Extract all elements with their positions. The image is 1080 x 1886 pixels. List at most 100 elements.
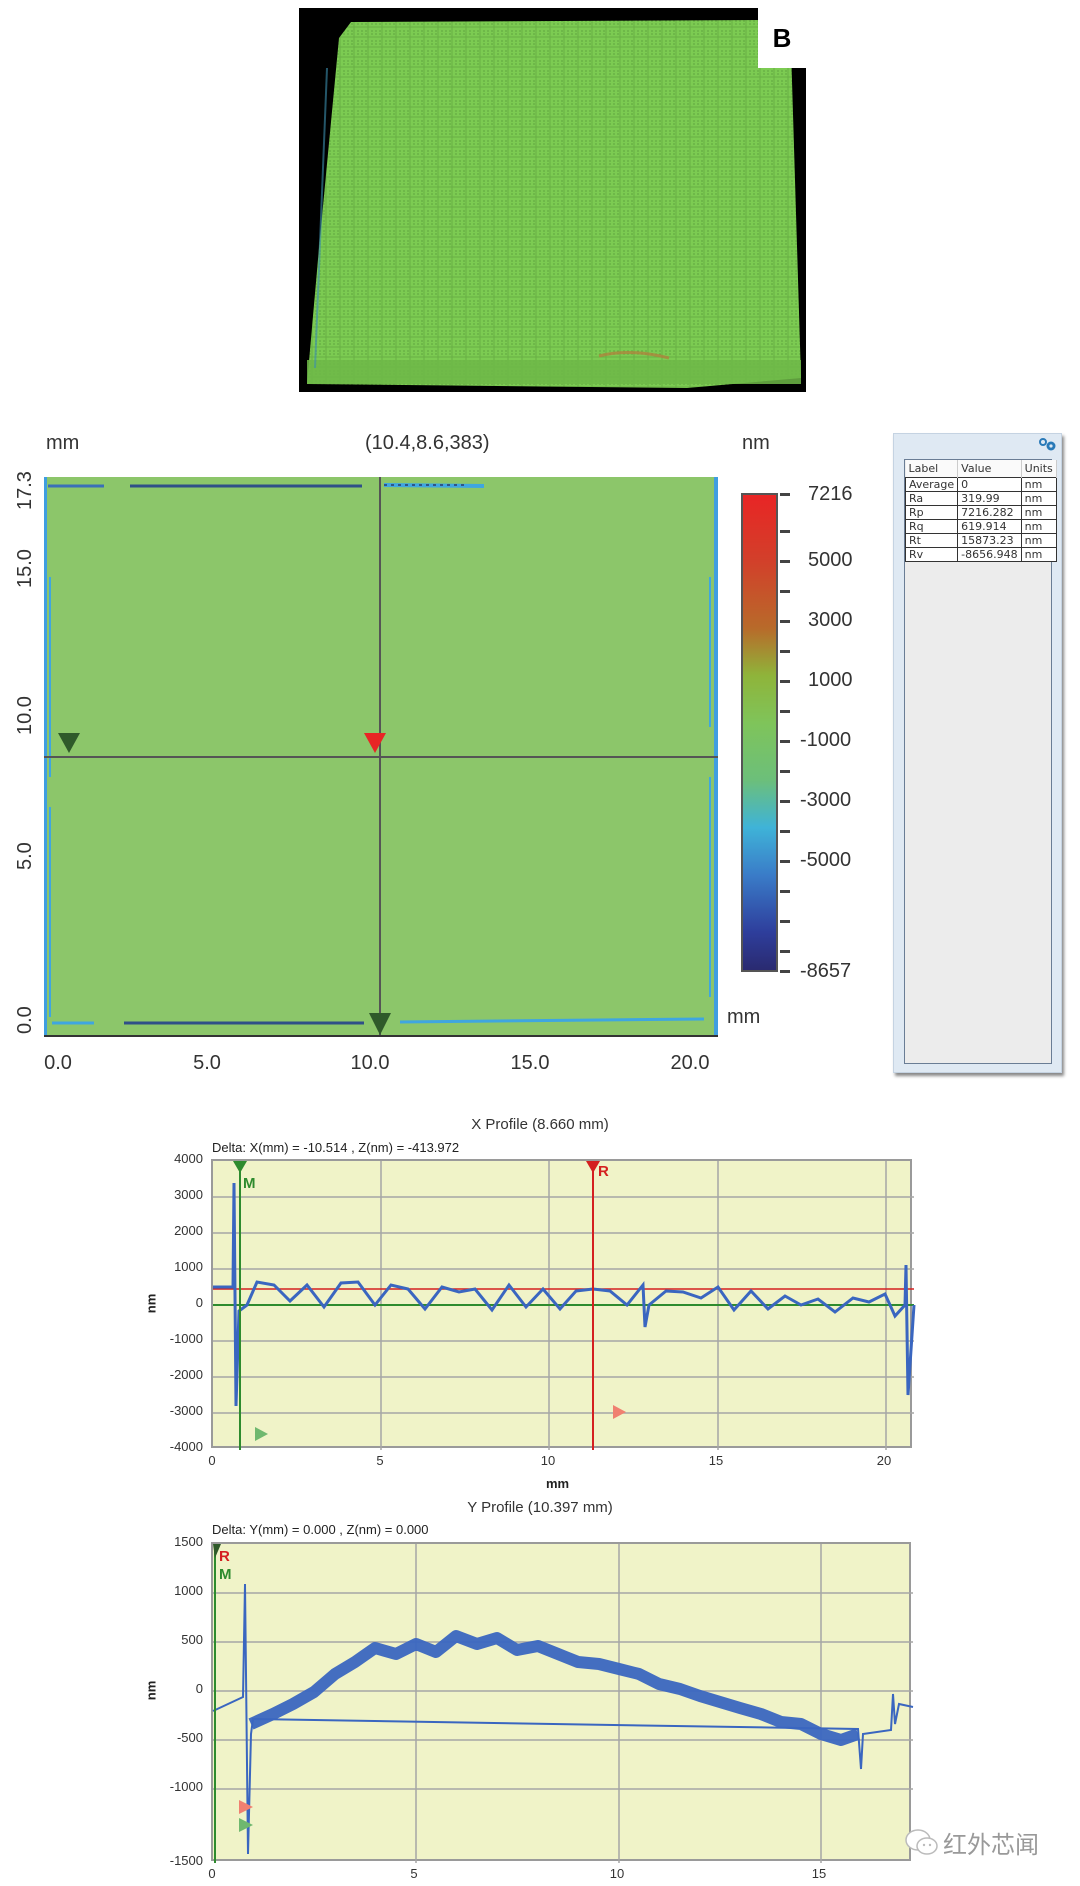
- stat-value: 0: [957, 477, 1022, 492]
- x-profile-ytick: 1000: [174, 1259, 203, 1274]
- x-profile-ytick: 0: [195, 1295, 203, 1310]
- stat-value: 15873.23: [957, 533, 1022, 548]
- surface-3d-render: B: [299, 8, 806, 392]
- heatmap-xtick: 20.0: [670, 1052, 710, 1074]
- x-profile-ytick: -1000: [169, 1331, 203, 1346]
- x-profile-xtick: 0: [208, 1453, 216, 1468]
- marker-m-label: M: [219, 1566, 232, 1583]
- marker-r-triangle: [586, 1161, 600, 1173]
- marker-m-triangle: [233, 1161, 247, 1173]
- column-header-units[interactable]: Units: [1021, 460, 1057, 478]
- colorbar-label: -8657: [800, 960, 852, 982]
- y-profile-title: Y Profile (10.397 mm): [467, 1499, 613, 1516]
- heatmap-x-axis: [44, 1035, 718, 1037]
- marker-r-handle: [613, 1405, 626, 1419]
- stats-table: Label Value Units Average 0 nm Ra 319.99 nm …: [904, 460, 1057, 562]
- y-profile-plot[interactable]: R M: [211, 1542, 914, 1863]
- stat-units: nm: [1020, 505, 1057, 520]
- height-map[interactable]: [44, 477, 718, 1035]
- table-row[interactable]: Rq 619.914 nm: [904, 519, 1057, 534]
- x-profile-xtick: 20: [876, 1453, 892, 1468]
- heatmap-ytick: 17.3: [14, 471, 36, 510]
- heatmap-xtick: 5.0: [193, 1052, 221, 1074]
- colorbar-label: -5000: [800, 849, 852, 871]
- height-map-surface: [44, 477, 718, 1035]
- x-profile-ytick: -2000: [169, 1367, 203, 1382]
- table-row[interactable]: Rv -8656.948 nm: [904, 547, 1057, 562]
- gear-icon[interactable]: [1038, 437, 1058, 453]
- x-profile-ytick: 4000: [174, 1151, 203, 1166]
- x-profile-delta: Delta: X(mm) = -10.514 , Z(nm) = -413.97…: [212, 1140, 460, 1155]
- heatmap-ytick: 0.0: [14, 1006, 36, 1034]
- x-profile-ytick: -4000: [169, 1439, 203, 1454]
- marker-m-triangle: [58, 733, 80, 753]
- stat-value: 7216.282: [957, 505, 1022, 520]
- stats-table-container: Label Value Units Average 0 nm Ra 319.99 nm …: [904, 459, 1057, 1064]
- stat-label: Rp: [904, 505, 959, 520]
- colorbar-label: 3000: [808, 609, 853, 631]
- heatmap-z-unit: nm: [742, 432, 770, 454]
- y-profile-xtick: 10: [609, 1866, 625, 1881]
- y-profile-ytick: 1500: [174, 1534, 203, 1549]
- heatmap-x-unit: mm: [727, 1006, 761, 1028]
- marker-m-handle: [239, 1818, 253, 1832]
- y-profile-ytick: 1000: [174, 1583, 203, 1598]
- heatmap-xtick: 10.0: [350, 1052, 390, 1074]
- heatmap-xtick: 15.0: [510, 1052, 550, 1074]
- stat-label: Rq: [904, 519, 959, 534]
- heatmap-ytick: 5.0: [14, 842, 36, 870]
- y-profile-xtick: 5: [410, 1866, 418, 1881]
- stat-units: nm: [1020, 547, 1057, 562]
- x-profile-xtick: 5: [376, 1453, 384, 1468]
- heatmap-y-unit: mm: [46, 432, 80, 454]
- marker-r-label: R: [219, 1548, 230, 1565]
- chat-bubble-icon: [905, 1828, 938, 1855]
- x-profile-ytick: 3000: [174, 1187, 203, 1202]
- table-row[interactable]: Rp 7216.282 nm: [904, 505, 1057, 520]
- column-header-label[interactable]: Label: [905, 460, 959, 478]
- heatmap-ytick: 15.0: [14, 549, 36, 588]
- x-profile-ylabel: nm: [143, 1293, 159, 1314]
- x-profile-xtick: 10: [540, 1453, 556, 1468]
- y-profile-band: [248, 1630, 860, 1746]
- stat-label: Average: [904, 477, 959, 492]
- y-profile-svg: [212, 1544, 914, 1863]
- marker-r-handle: [239, 1800, 253, 1814]
- table-row[interactable]: Average 0 nm: [904, 477, 1057, 492]
- y-profile-xtick: 0: [208, 1866, 216, 1881]
- colorbar-label: -1000: [800, 729, 852, 751]
- stat-value: 319.99: [957, 491, 1022, 506]
- colorbar-label: 1000: [808, 669, 853, 691]
- cursor-readout: (10.4,8.6,383): [365, 432, 490, 454]
- stat-units: nm: [1020, 519, 1057, 534]
- stat-units: nm: [1020, 477, 1057, 492]
- colorbar-label: -3000: [800, 789, 852, 811]
- roughness-stats-panel: Label Value Units Average 0 nm Ra 319.99 nm …: [893, 433, 1062, 1073]
- stat-units: nm: [1020, 491, 1057, 506]
- colorbar-label: 5000: [808, 549, 853, 571]
- table-row[interactable]: Ra 319.99 nm: [904, 491, 1057, 506]
- y-profile-ytick: 500: [181, 1632, 203, 1647]
- x-profile-plot[interactable]: M R: [211, 1159, 916, 1450]
- x-profile-title: X Profile (8.660 mm): [471, 1116, 609, 1133]
- watermark: 红外芯闻: [905, 1825, 1039, 1860]
- x-profile-ytick: 2000: [174, 1223, 203, 1238]
- y-profile-xtick: 15: [811, 1866, 827, 1881]
- y-profile-ytick: -1500: [169, 1853, 203, 1868]
- column-header-value[interactable]: Value: [957, 460, 1022, 478]
- y-profile-ytick: -500: [176, 1730, 203, 1745]
- y-profile-ytick: 0: [195, 1681, 203, 1696]
- x-profile-ytick: -3000: [169, 1403, 203, 1418]
- panel-label: B: [758, 8, 806, 68]
- table-row[interactable]: Rt 15873.23 nm: [904, 533, 1057, 548]
- x-profile-xtick: 15: [708, 1453, 724, 1468]
- marker-m-label: M: [243, 1175, 256, 1192]
- colorbar: [741, 493, 778, 972]
- x-profile-line: [213, 1182, 916, 1407]
- stat-value: 619.914: [957, 519, 1022, 534]
- stat-value: -8656.948: [957, 547, 1022, 562]
- y-profile-ylabel: nm: [143, 1680, 159, 1701]
- marker-m-handle: [255, 1427, 268, 1441]
- marker-triangle: [213, 1544, 221, 1558]
- surface-3d-image: [307, 20, 801, 388]
